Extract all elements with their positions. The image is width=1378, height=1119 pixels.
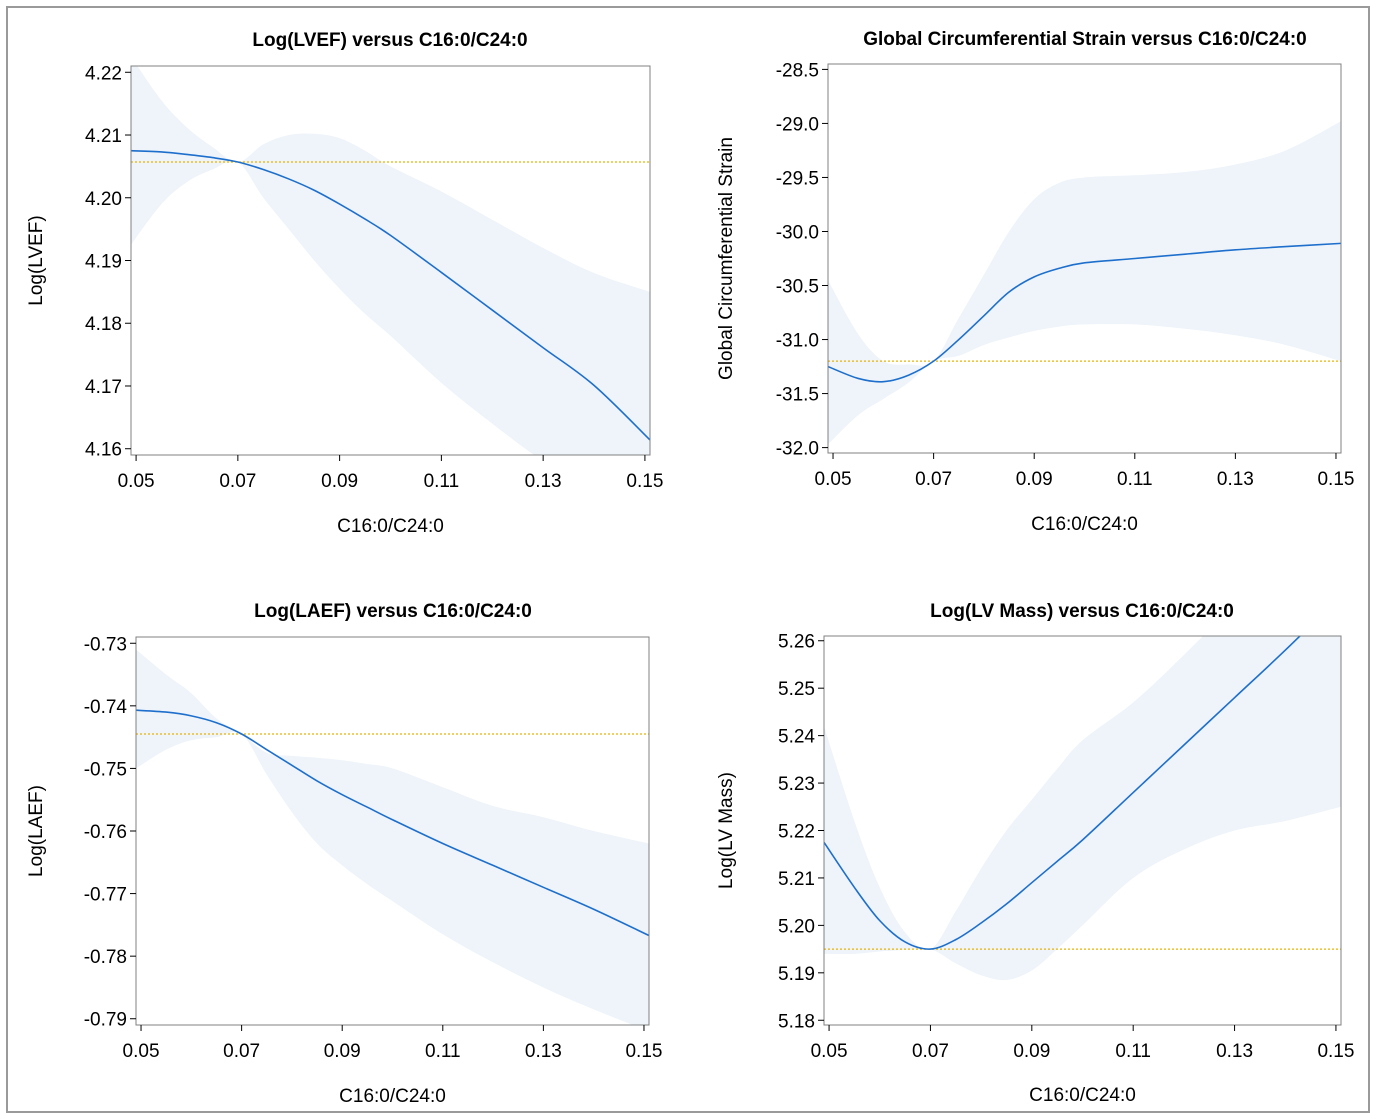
x-tick-label: 0.15 xyxy=(1317,469,1354,490)
y-tick-label: 4.21 xyxy=(85,126,122,147)
y-tick-label: 4.22 xyxy=(85,63,122,84)
chart-title: Log(LVEF) versus C16:0/C24:0 xyxy=(252,30,527,51)
x-axis-label: C16:0/C24:0 xyxy=(337,516,444,537)
x-tick-label: 0.11 xyxy=(425,1041,461,1062)
y-tick-label: 5.23 xyxy=(778,774,815,795)
y-tick-label: -0.76 xyxy=(84,822,127,843)
y-axis-label: Log(LVEF) xyxy=(26,215,47,305)
x-tick-label: 0.09 xyxy=(1016,469,1053,490)
x-tick-label: 0.13 xyxy=(1217,469,1254,490)
x-tick-label: 0.07 xyxy=(912,1041,949,1062)
estimate-line xyxy=(131,149,650,441)
y-tick-label: -0.77 xyxy=(84,885,127,906)
y-tick-label: 5.19 xyxy=(778,964,815,985)
y-tick-label: 4.18 xyxy=(85,314,122,335)
x-tick-label: 0.05 xyxy=(123,1041,160,1062)
x-tick-label: 0.11 xyxy=(1117,469,1153,490)
confidence-band xyxy=(136,649,649,1025)
y-tick-label: -30.5 xyxy=(776,277,819,298)
y-tick-label: 4.20 xyxy=(85,189,122,210)
x-tick-label: 0.07 xyxy=(223,1041,260,1062)
chart-panel-4: 5.18 5.19 5.20 5.21 5.22 5.23 5.24 5.25 5.26 0.05… xyxy=(716,601,1354,1106)
plot-area xyxy=(828,121,1341,445)
x-tick-label: 0.13 xyxy=(525,471,562,492)
x-tick-label: 0.07 xyxy=(915,469,952,490)
y-tick-label: -28.5 xyxy=(776,60,819,81)
chart-title: Global Circumferential Strain versus C16… xyxy=(863,29,1307,50)
confidence-band xyxy=(824,636,1341,981)
estimate-line xyxy=(136,709,649,937)
plot-frame xyxy=(827,63,1342,454)
x-tick-label: 0.09 xyxy=(321,471,358,492)
y-tick-label: -29.5 xyxy=(776,168,819,189)
x-tick-label: 0.07 xyxy=(219,471,256,492)
y-tick-label: -31.5 xyxy=(776,385,819,406)
x-tick-label: 0.15 xyxy=(626,471,663,492)
y-tick-label: -0.79 xyxy=(84,1010,127,1031)
chart-title: Log(LV Mass) versus C16:0/C24:0 xyxy=(930,601,1234,622)
x-tick-label: 0.11 xyxy=(1115,1041,1151,1062)
x-tick-label: 0.15 xyxy=(1317,1041,1354,1062)
y-tick-label: -30.0 xyxy=(776,222,819,243)
y-tick-label: 5.22 xyxy=(778,822,815,843)
y-axis-label: Global Circumferential Strain xyxy=(716,137,737,380)
chart-title: Log(LAEF) versus C16:0/C24:0 xyxy=(254,601,532,622)
estimate-line xyxy=(824,636,1302,950)
x-axis-label: C16:0/C24:0 xyxy=(339,1086,446,1107)
x-tick-label: 0.05 xyxy=(811,1041,848,1062)
y-tick-label: 5.20 xyxy=(778,916,815,937)
x-tick-label: 0.05 xyxy=(815,469,852,490)
y-tick-label: -0.74 xyxy=(84,697,128,718)
y-tick-label: -32.0 xyxy=(776,439,819,460)
y-axis-label: Log(LAEF) xyxy=(26,785,47,877)
y-axis-label: Log(LV Mass) xyxy=(716,772,737,889)
plot-area xyxy=(131,66,650,455)
plot-area xyxy=(824,636,1341,981)
y-tick-label: 5.26 xyxy=(778,632,815,653)
y-tick-label: 5.24 xyxy=(778,727,815,748)
y-tick-label: 5.18 xyxy=(778,1011,815,1032)
y-tick-label: -31.0 xyxy=(776,331,819,352)
y-tick-label: -29.0 xyxy=(776,114,819,135)
y-tick-label: -0.73 xyxy=(84,634,127,655)
y-tick-label: 4.19 xyxy=(85,252,122,273)
x-axis-label: C16:0/C24:0 xyxy=(1029,1085,1136,1106)
y-tick-label: 5.21 xyxy=(778,869,815,890)
x-axis-label: C16:0/C24:0 xyxy=(1031,514,1138,535)
confidence-band xyxy=(828,121,1341,445)
chart-panel-1: 4.16 4.17 4.18 4.19 4.20 4.21 4.22 0.05 0.07 0.09… xyxy=(26,30,663,537)
x-tick-label: 0.05 xyxy=(118,471,155,492)
plot-area xyxy=(136,649,649,1025)
confidence-band xyxy=(131,66,650,455)
y-tick-label: -0.75 xyxy=(84,759,127,780)
y-tick-label: 4.16 xyxy=(85,440,122,461)
estimate-line xyxy=(828,242,1341,383)
x-tick-label: 0.11 xyxy=(424,471,460,492)
y-tick-label: 4.17 xyxy=(85,377,122,398)
x-tick-label: 0.13 xyxy=(525,1041,562,1062)
y-tick-label: -0.78 xyxy=(84,947,127,968)
chart-panel-2: -32.0 -31.5 -31.0 -30.5 -30.0 -29.5 -29.0 -28.5… xyxy=(716,29,1354,535)
x-tick-label: 0.09 xyxy=(324,1041,361,1062)
x-tick-label: 0.09 xyxy=(1013,1041,1050,1062)
y-tick-label: 5.25 xyxy=(778,679,815,700)
x-tick-label: 0.15 xyxy=(625,1041,662,1062)
chart-panel-3: -0.79 -0.78 -0.77 -0.76 -0.75 -0.74 -0.73 0.05 0… xyxy=(26,601,662,1107)
x-tick-label: 0.13 xyxy=(1216,1041,1253,1062)
